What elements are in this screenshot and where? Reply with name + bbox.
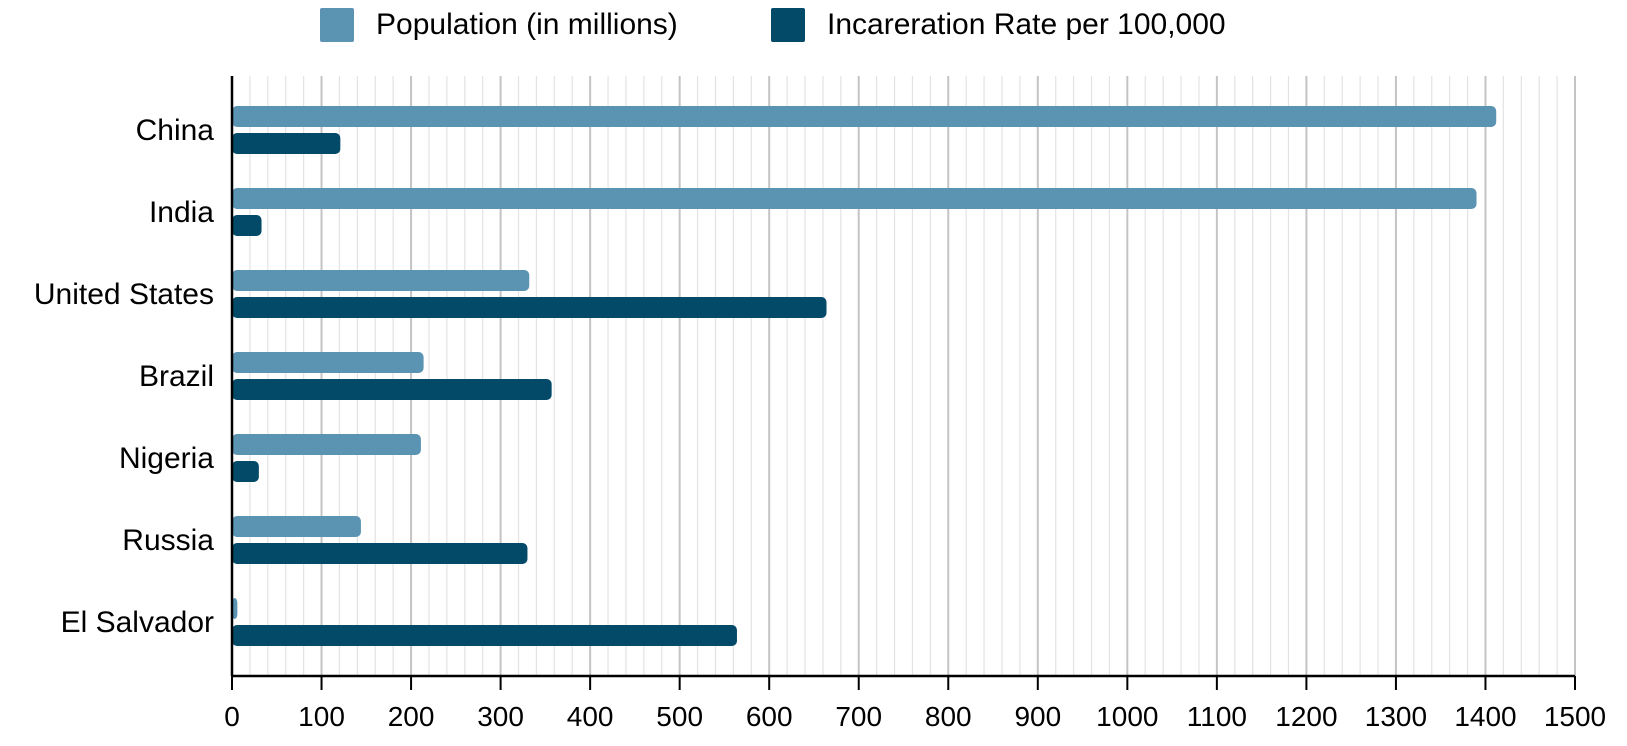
bar-population (232, 598, 238, 619)
x-tick-label: 900 (1014, 701, 1061, 732)
x-tick-label: 0 (224, 701, 240, 732)
x-tick-label: 600 (746, 701, 793, 732)
legend-item-incarceration-rate: Incareration Rate per 100,000 (771, 8, 1226, 42)
legend-item-population: Population (in millions) (320, 8, 678, 42)
bar-incarceration-rate (232, 133, 341, 154)
bar-incarceration-rate (232, 461, 259, 482)
x-tick-label: 500 (656, 701, 703, 732)
x-tick-label: 1400 (1454, 701, 1516, 732)
x-tick-label: 1100 (1187, 701, 1247, 732)
legend-swatch-population (320, 8, 354, 42)
legend-label-incarceration-rate: Incareration Rate per 100,000 (827, 8, 1226, 41)
bar-population (232, 188, 1477, 209)
x-tick-label: 1300 (1365, 701, 1427, 732)
y-tick-label: India (149, 196, 214, 229)
bar-population (232, 434, 421, 455)
y-tick-label: Brazil (139, 360, 214, 393)
bar-incarceration-rate (232, 543, 528, 564)
x-tick-label: 200 (388, 701, 435, 732)
bar-incarceration-rate (232, 297, 827, 318)
y-tick-label: El Salvador (61, 606, 214, 639)
bar-population (232, 106, 1497, 127)
chart-legend: Population (in millions) Incareration Ra… (0, 0, 1627, 50)
x-tick-label: 1000 (1096, 701, 1158, 732)
legend-label-population: Population (in millions) (376, 8, 678, 41)
x-tick-label: 400 (567, 701, 614, 732)
y-tick-label: United States (34, 278, 214, 311)
x-tick-label: 1500 (1544, 701, 1606, 732)
legend-swatch-incarceration-rate (771, 8, 805, 42)
x-tick-label: 100 (298, 701, 345, 732)
x-tick-label: 1200 (1275, 701, 1337, 732)
x-tick-label: 300 (477, 701, 524, 732)
bar-population (232, 516, 361, 537)
x-tick-label: 700 (835, 701, 882, 732)
y-tick-label: Russia (122, 524, 214, 557)
bar-incarceration-rate (232, 625, 737, 646)
bar-incarceration-rate (232, 379, 552, 400)
bar-incarceration-rate (232, 215, 262, 236)
bar-population (232, 352, 424, 373)
y-tick-label: China (136, 114, 215, 147)
y-tick-label: Nigeria (119, 442, 214, 475)
x-tick-label: 800 (925, 701, 972, 732)
bar-population (232, 270, 530, 291)
